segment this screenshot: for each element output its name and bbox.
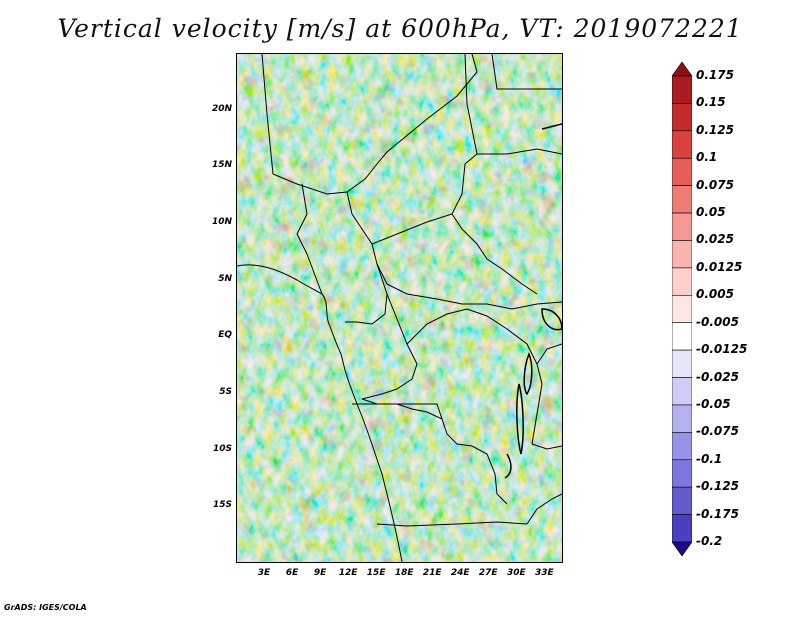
colorbar-level-label: -0.1 [696,451,723,466]
lon-tick-label: 33E [534,568,554,578]
border-cameroon [345,263,388,325]
colorbar-level-label: 0.0125 [696,259,743,274]
colorbar-bin [672,349,692,378]
colorbar-level-label: -0.005 [696,314,739,329]
border-nigeria-west [296,183,323,295]
colorbar-bin [672,514,692,543]
colorbar-bin [672,377,692,406]
lat-tick-label: 20N [211,103,232,114]
colorbar-level-label: -0.125 [696,479,739,494]
colorbar-bin [672,404,692,433]
colorbar-level-label: -0.025 [696,369,739,384]
border-car [451,213,538,295]
lake-tanganyika [516,383,524,455]
colorbar-level-label: 0.025 [696,232,734,247]
colorbar-level-label: 0.15 [696,95,726,110]
grads-credit: GrADS: IGES/COLA [4,603,87,612]
colorbar-level-label: -0.075 [696,424,739,439]
colorbar-bin [672,130,692,159]
border-central [346,191,562,310]
colorbar-level-label: -0.175 [696,506,739,521]
country-boundaries [237,54,562,562]
lat-tick-label: 15N [211,160,232,171]
lat-tick-label: 10N [211,217,232,227]
colorbar-level-label: -0.2 [696,534,723,548]
lon-tick-label: 27E [478,568,498,578]
colorbar-bin [672,267,692,296]
lat-tick-label: 15S [212,500,232,511]
coastline [237,264,403,562]
border-libya [464,54,478,155]
border-drc-north [406,308,543,445]
colorbar-level-label: 0.005 [696,287,734,302]
colorbar-level-label: 0.125 [696,122,734,137]
colorbar [672,62,692,556]
field-negative-cores [237,54,562,562]
colorbar-bin [672,185,692,214]
lon-tick-label: 12E [338,568,358,578]
colorbar-top-extension [672,62,692,77]
colorbar-level-label: -0.0125 [696,342,748,357]
lon-tick-label: 18E [394,568,414,578]
map-plot-area [236,53,563,563]
colorbar-bin [672,212,692,241]
colorbar-bin [672,322,692,351]
border-congo [361,293,418,400]
border-tanzania [531,443,562,450]
lake-albert [523,351,533,396]
lon-tick-label: 30E [506,568,526,578]
border-namibia [376,521,528,527]
vertical-velocity-field [237,54,562,562]
colorbar-level-label: 0.175 [696,68,734,82]
border-zambia [526,493,562,525]
lake-mweru [504,453,512,479]
border-north [272,54,478,195]
lat-tick-label: 5N [218,273,232,284]
border-uganda [536,343,562,365]
lon-tick-label: 9E [313,568,327,578]
lon-tick-label: 15E [366,568,386,578]
plot-title: Vertical velocity [m/s] at 600hPa, VT: 2… [57,14,743,43]
lon-tick-label: 6E [285,568,299,578]
lat-tick-label: 10S [212,443,232,454]
colorbar-bin [672,157,692,186]
border-egypt [491,54,562,90]
colorbar-level-label: -0.05 [696,396,731,411]
colorbar-bin [672,75,692,104]
colorbar-level-label: 0.075 [696,177,734,192]
lon-tick-label: 21E [422,568,442,578]
lon-tick-label: 3E [257,568,271,578]
colorbar-bin [672,459,692,488]
border-chad [371,148,562,245]
nile-fragment [541,123,562,130]
colorbar-level-label: 0.05 [696,205,726,220]
colorbar-bin [672,432,692,461]
colorbar-bin [672,103,692,132]
lat-tick-label: 5S [219,387,232,397]
colorbar-bin [672,486,692,515]
colorbar-bin [672,294,692,324]
lat-tick-label: EQ [218,330,232,341]
lon-tick-label: 24E [450,568,470,578]
lake-victoria [541,308,562,331]
colorbar-bottom-extension [672,541,692,556]
colorbar-bin [672,240,692,269]
border-west [261,54,274,175]
colorbar-level-label: 0.1 [696,150,718,165]
border-angola-north [352,403,443,420]
